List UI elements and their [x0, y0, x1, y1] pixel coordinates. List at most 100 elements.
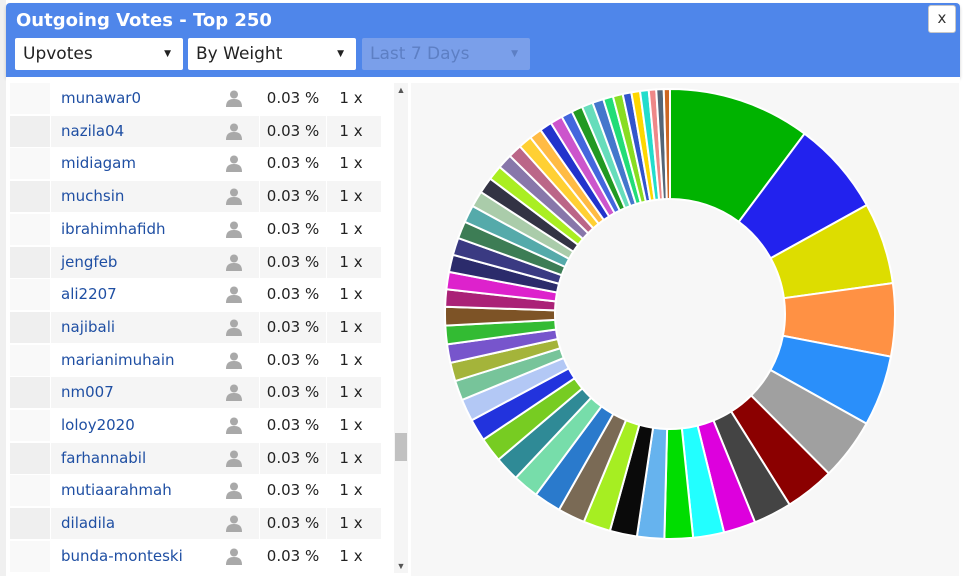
user-icon [226, 188, 242, 205]
vote-percent: 0.03 % [259, 148, 327, 179]
vote-percent: 0.03 % [259, 377, 327, 408]
vote-percent: 0.03 % [259, 312, 327, 343]
list-item[interactable]: bunda-monteski 0.03 % 1 x [10, 541, 381, 572]
rank-cell [10, 345, 51, 376]
list-item[interactable]: diladila 0.03 % 1 x [10, 508, 381, 539]
list-item[interactable]: ibrahimhafidh 0.03 % 1 x [10, 214, 381, 245]
rank-cell [10, 312, 51, 343]
list-item[interactable]: farhannabil 0.03 % 1 x [10, 443, 381, 474]
list-scrollbar[interactable]: ▲ ▼ [394, 83, 408, 573]
voter-name-link[interactable]: marianimuhain [61, 351, 175, 369]
rank-cell [10, 214, 51, 245]
vote-count: 1 x [339, 547, 363, 565]
close-button[interactable]: x [928, 5, 956, 33]
vote-percent: 0.03 % [259, 116, 327, 147]
sort-dropdown[interactable]: By Weight ▼ [188, 38, 356, 70]
scroll-down-arrow-icon[interactable]: ▼ [396, 561, 406, 571]
list-item[interactable]: nazila04 0.03 % 1 x [10, 116, 381, 147]
list-item[interactable]: jengfeb 0.03 % 1 x [10, 247, 381, 278]
vote-count: 1 x [339, 154, 363, 172]
scroll-thumb[interactable] [395, 433, 407, 461]
donut-chart-svg [444, 87, 896, 540]
dialog-header: Outgoing Votes - Top 250 x Upvotes ▼ By … [6, 3, 960, 77]
scroll-up-arrow-icon[interactable]: ▲ [396, 85, 406, 95]
user-icon [226, 286, 242, 303]
list-item[interactable]: ali2207 0.03 % 1 x [10, 279, 381, 310]
list-item[interactable]: loloy2020 0.03 % 1 x [10, 410, 381, 441]
vote-count: 1 x [339, 449, 363, 467]
vote-type-dropdown[interactable]: Upvotes ▼ [15, 38, 183, 70]
rank-cell [10, 508, 51, 539]
list-item[interactable]: nm007 0.03 % 1 x [10, 377, 381, 408]
donut-slice[interactable] [662, 87, 671, 201]
vote-count: 1 x [339, 351, 363, 369]
vote-type-value: Upvotes [23, 44, 93, 64]
rank-cell [10, 410, 51, 441]
voter-name-link[interactable]: mutiaarahmah [61, 481, 172, 499]
vote-percent: 0.03 % [259, 410, 327, 441]
list-item[interactable]: muchsin 0.03 % 1 x [10, 181, 381, 212]
voter-name-link[interactable]: farhannabil [61, 449, 147, 467]
vote-count: 1 x [339, 514, 363, 532]
vote-distribution-chart [411, 83, 959, 576]
chevron-down-icon: ▼ [511, 49, 518, 59]
list-item[interactable]: mutiaarahmah 0.03 % 1 x [10, 475, 381, 506]
voter-name-link[interactable]: ibrahimhafidh [61, 220, 166, 238]
voter-name-link[interactable]: nazila04 [61, 122, 125, 140]
rank-cell [10, 148, 51, 179]
vote-percent: 0.03 % [259, 541, 327, 572]
list-item[interactable]: marianimuhain 0.03 % 1 x [10, 345, 381, 376]
sort-value: By Weight [196, 44, 283, 64]
period-dropdown: Last 7 Days ▼ [362, 38, 530, 70]
list-item[interactable]: midiagam 0.03 % 1 x [10, 148, 381, 179]
voter-name-link[interactable]: midiagam [61, 154, 136, 172]
user-icon [226, 123, 242, 140]
voter-list[interactable]: munawar0 0.03 % 1 x nazila04 0.03 % 1 x midiag… [10, 83, 381, 573]
voter-name-link[interactable]: munawar0 [61, 89, 141, 107]
vote-percent: 0.03 % [259, 279, 327, 310]
voter-name-link[interactable]: loloy2020 [61, 416, 135, 434]
user-icon [226, 155, 242, 172]
list-item[interactable]: najibali 0.03 % 1 x [10, 312, 381, 343]
vote-count: 1 x [339, 253, 363, 271]
voter-name-link[interactable]: ali2207 [61, 285, 117, 303]
voter-name-link[interactable]: muchsin [61, 187, 125, 205]
user-icon [226, 482, 242, 499]
vote-count: 1 x [339, 416, 363, 434]
vote-count: 1 x [339, 318, 363, 336]
user-icon [226, 548, 242, 565]
vote-count: 1 x [339, 285, 363, 303]
rank-cell [10, 443, 51, 474]
vote-count: 1 x [339, 481, 363, 499]
voter-name-link[interactable]: diladila [61, 514, 116, 532]
vote-percent: 0.03 % [259, 345, 327, 376]
voter-name-link[interactable]: najibali [61, 318, 116, 336]
rank-cell [10, 541, 51, 572]
voter-name-link[interactable]: jengfeb [61, 253, 118, 271]
period-value: Last 7 Days [370, 44, 470, 64]
vote-count: 1 x [339, 220, 363, 238]
vote-count: 1 x [339, 187, 363, 205]
voter-name-link[interactable]: nm007 [61, 383, 114, 401]
user-icon [226, 450, 242, 467]
vote-percent: 0.03 % [259, 214, 327, 245]
dialog-body: munawar0 0.03 % 1 x nazila04 0.03 % 1 x midiag… [6, 77, 960, 576]
vote-percent: 0.03 % [259, 443, 327, 474]
user-icon [226, 319, 242, 336]
user-icon [226, 417, 242, 434]
user-icon [226, 254, 242, 271]
chevron-down-icon: ▼ [164, 49, 171, 59]
rank-cell [10, 247, 51, 278]
background-strip [0, 0, 6, 576]
voter-name-link[interactable]: bunda-monteski [61, 547, 183, 565]
vote-percent: 0.03 % [259, 475, 327, 506]
outgoing-votes-dialog: Outgoing Votes - Top 250 x Upvotes ▼ By … [6, 3, 960, 576]
vote-percent: 0.03 % [259, 508, 327, 539]
list-item[interactable]: munawar0 0.03 % 1 x [10, 83, 381, 114]
rank-cell [10, 83, 51, 114]
vote-percent: 0.03 % [259, 181, 327, 212]
vote-percent: 0.03 % [259, 83, 327, 114]
dialog-title: Outgoing Votes - Top 250 [16, 10, 272, 31]
user-icon [226, 90, 242, 107]
user-icon [226, 384, 242, 401]
